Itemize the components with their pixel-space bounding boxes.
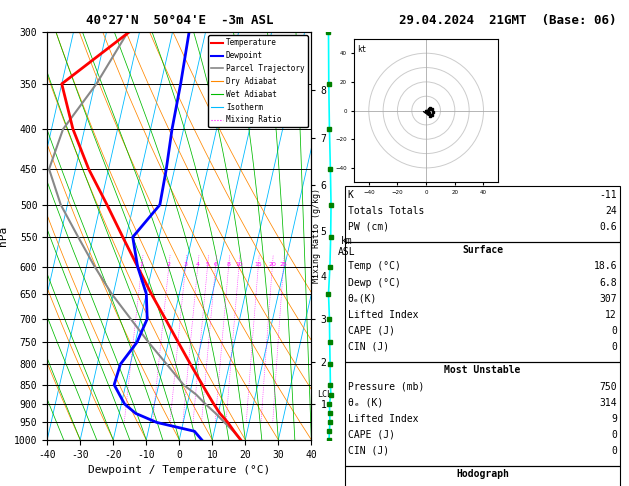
Y-axis label: hPa: hPa [0, 226, 8, 246]
Text: 0: 0 [611, 430, 617, 440]
Text: kt: kt [357, 45, 367, 53]
Text: Surface: Surface [462, 245, 503, 256]
Text: -11: -11 [599, 190, 617, 200]
Text: 2: 2 [167, 261, 171, 267]
Text: K: K [348, 190, 353, 200]
Text: Pressure (mb): Pressure (mb) [348, 382, 424, 392]
Text: Lifted Index: Lifted Index [348, 310, 418, 320]
Text: 4: 4 [196, 261, 200, 267]
Text: Most Unstable: Most Unstable [444, 365, 521, 376]
Text: LCL: LCL [316, 390, 331, 399]
Text: 6.8: 6.8 [599, 278, 617, 288]
Text: Lifted Index: Lifted Index [348, 414, 418, 424]
Text: 8: 8 [226, 261, 231, 267]
Text: Dewp (°C): Dewp (°C) [348, 278, 401, 288]
Text: 9: 9 [611, 414, 617, 424]
Text: 10: 10 [235, 261, 243, 267]
Text: θₑ (K): θₑ (K) [348, 398, 383, 408]
Text: 314: 314 [599, 398, 617, 408]
Text: 0: 0 [611, 446, 617, 456]
Text: CIN (J): CIN (J) [348, 342, 389, 352]
Text: θₑ(K): θₑ(K) [348, 294, 377, 304]
Text: CIN (J): CIN (J) [348, 446, 389, 456]
Text: 25: 25 [279, 261, 287, 267]
Text: 0: 0 [611, 342, 617, 352]
Text: PW (cm): PW (cm) [348, 222, 389, 232]
Text: 0: 0 [611, 326, 617, 336]
Text: 0.6: 0.6 [599, 222, 617, 232]
Text: 1: 1 [140, 261, 143, 267]
Text: CAPE (J): CAPE (J) [348, 326, 395, 336]
Text: 12: 12 [605, 310, 617, 320]
Text: Mixing Ratio (g/kg): Mixing Ratio (g/kg) [312, 188, 321, 283]
Text: Hodograph: Hodograph [456, 469, 509, 480]
Text: 20: 20 [269, 261, 276, 267]
Text: CAPE (J): CAPE (J) [348, 430, 395, 440]
Text: 18.6: 18.6 [594, 261, 617, 272]
Text: 15: 15 [254, 261, 262, 267]
Text: 24: 24 [605, 206, 617, 216]
Text: Temp (°C): Temp (°C) [348, 261, 401, 272]
Text: 40°27'N  50°04'E  -3m ASL: 40°27'N 50°04'E -3m ASL [86, 14, 273, 27]
Legend: Temperature, Dewpoint, Parcel Trajectory, Dry Adiabat, Wet Adiabat, Isotherm, Mi: Temperature, Dewpoint, Parcel Trajectory… [208, 35, 308, 127]
Text: 6: 6 [214, 261, 218, 267]
Text: 3: 3 [184, 261, 187, 267]
Text: 750: 750 [599, 382, 617, 392]
Text: 29.04.2024  21GMT  (Base: 06): 29.04.2024 21GMT (Base: 06) [399, 14, 616, 27]
Text: 5: 5 [206, 261, 209, 267]
Y-axis label: km
ASL: km ASL [338, 236, 356, 257]
Text: Totals Totals: Totals Totals [348, 206, 424, 216]
X-axis label: Dewpoint / Temperature (°C): Dewpoint / Temperature (°C) [88, 465, 270, 475]
Text: 307: 307 [599, 294, 617, 304]
